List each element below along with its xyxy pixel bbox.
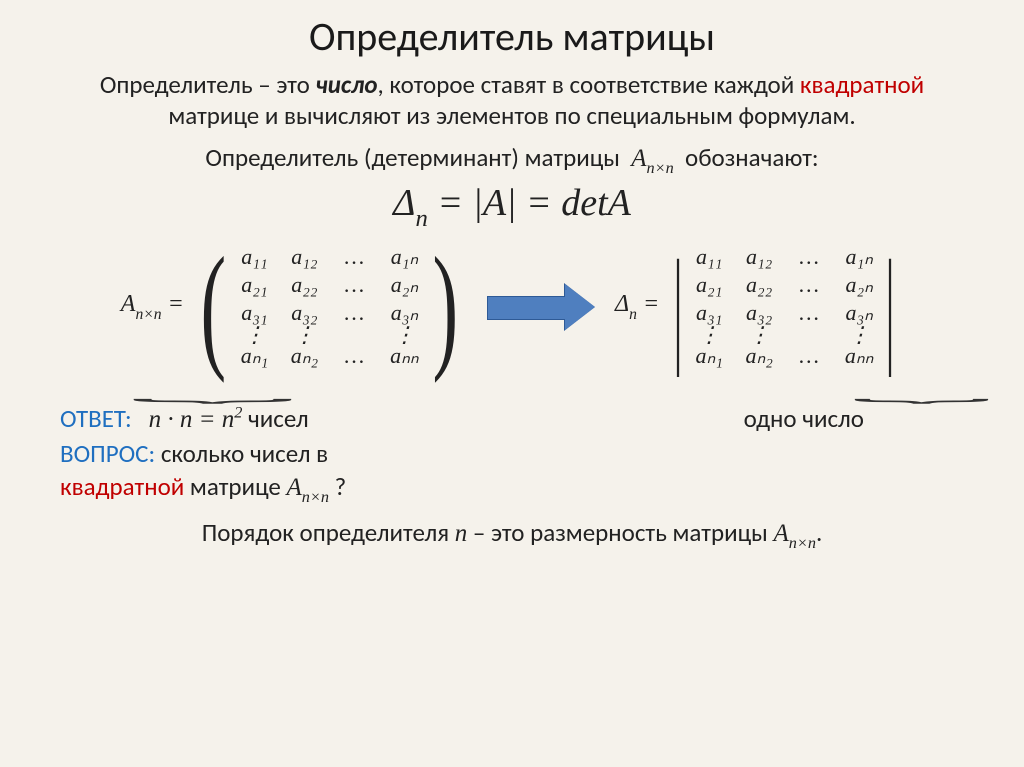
matrix-right-label: Δn = xyxy=(615,291,659,322)
notation-line: Определитель (детерминант) матрицы An×n … xyxy=(40,142,984,177)
intro-text-2: , которое ставят в соответствие каждой xyxy=(378,69,800,100)
matrix-cell: … xyxy=(791,300,827,326)
left-paren-open: ( xyxy=(200,240,226,373)
answer-expr-left: n · n = n xyxy=(149,406,235,433)
formula-delta: Δ xyxy=(393,182,415,224)
matrix-cell: aₙ₁ xyxy=(691,343,727,369)
order-dot: . xyxy=(816,517,822,548)
matrix-cell: a₁₂ xyxy=(286,244,322,270)
order-n: n xyxy=(455,520,468,547)
formula-delta-sub: n xyxy=(415,205,427,232)
formula-equals: = |A| = detA xyxy=(428,182,631,224)
order-symbol: An×n xyxy=(773,520,816,547)
matrix-right-grid: a₁₁a₁₂…a₁ₙa₂₁a₂₂…a₂ₙa₃₁a₃₂…a₃ₙ⋮⋮ ⋮aₙ₁aₙ₂… xyxy=(691,244,877,369)
notation-symbol-sub: n×n xyxy=(647,159,674,177)
matrix-left-label-sub: n×n xyxy=(135,306,161,323)
matrix-cell: … xyxy=(336,272,372,298)
matrix-cell: a₂₁ xyxy=(691,272,727,298)
notation-symbol: An×n xyxy=(631,145,674,172)
matrix-cell: aₙₙ xyxy=(386,343,422,369)
matrix-cell: aₙ₁ xyxy=(236,343,272,369)
matrix-cell: … xyxy=(791,244,827,270)
question-mark: ? xyxy=(329,471,346,502)
matrix-cell: a₂ₙ xyxy=(386,272,422,298)
order-part2: – это размерность матрицы xyxy=(467,517,773,548)
matrix-cell: a₁ₙ xyxy=(386,244,422,270)
slide-title: Определитель матрицы xyxy=(40,12,984,61)
intro-text-3: матрице и вычисляют из элементов по спец… xyxy=(168,100,855,131)
matrix-cell: … xyxy=(791,343,827,369)
answer-label: ОТВЕТ: xyxy=(60,403,132,434)
notation-suffix: обозначают: xyxy=(685,142,819,173)
question-symbol: An×n xyxy=(286,474,329,501)
one-number-label: одно число xyxy=(744,403,864,434)
matrix-cell: aₙₙ xyxy=(841,343,877,369)
order-line: Порядок определителя n – это размерность… xyxy=(40,517,984,552)
matrix-cell: ⋮ xyxy=(741,328,777,341)
order-sym-base: A xyxy=(773,520,788,547)
question-text-1: сколько чисел в xyxy=(155,438,328,469)
question-sym-base: A xyxy=(286,474,301,501)
matrix-cell: … xyxy=(336,244,372,270)
matrix-cell: ⋮ xyxy=(286,328,322,341)
main-formula: Δn = |A| = detA xyxy=(40,181,984,231)
matrix-left-grid: a₁₁a₁₂…a₁ₙa₂₁a₂₂…a₂ₙa₃₁a₃₂…a₃ₙ⋮⋮ ⋮aₙ₁aₙ₂… xyxy=(236,244,422,369)
question-line: ВОПРОС: сколько чисел в квадратной матри… xyxy=(40,438,984,507)
order-part1: Порядок определителя xyxy=(202,517,455,548)
matrix-cell: a₂₁ xyxy=(236,272,272,298)
question-text-2: матрице xyxy=(184,471,286,502)
matrix-cell: aₙ₂ xyxy=(741,343,777,369)
brace-left-icon: ⏟ xyxy=(131,379,295,403)
intro-bold-word: число xyxy=(316,69,378,100)
question-sym-sub: n×n xyxy=(302,488,329,506)
answer-col: ОТВЕТ: n · n = n2 чисел xyxy=(60,403,309,434)
matrix-cell xyxy=(791,328,827,341)
matrix-cell: a₁ₙ xyxy=(841,244,877,270)
matrix-cell: a₁₁ xyxy=(691,244,727,270)
question-red-word: квадратной xyxy=(60,471,184,502)
matrix-cell: … xyxy=(336,300,372,326)
matrix-cell: ⋮ xyxy=(841,328,877,341)
matrix-cell: aₙ₂ xyxy=(286,343,322,369)
matrix-cell: ⋮ xyxy=(236,328,272,341)
question-label: ВОПРОС: xyxy=(60,438,155,469)
matrix-cell: a₂ₙ xyxy=(841,272,877,298)
answer-expr: n · n = n2 xyxy=(149,406,243,433)
matrix-cell: ⋮ xyxy=(386,328,422,341)
matrix-cell xyxy=(336,328,372,341)
brace-right-icon: ⏟ xyxy=(852,379,991,403)
matrix-cell: a₁₁ xyxy=(236,244,272,270)
arrow-icon xyxy=(487,286,597,328)
notation-prefix: Определитель (детерминант) матрицы xyxy=(205,142,620,173)
intro-red-word: квадратной xyxy=(800,69,924,100)
intro-paragraph: Определитель – это число, которое ставят… xyxy=(62,69,962,132)
left-paren-close: ) xyxy=(433,240,459,373)
matrix-right-label-sub: n xyxy=(629,306,637,323)
slide-container: Определитель матрицы Определитель – это … xyxy=(0,0,1024,562)
matrix-cell: … xyxy=(336,343,372,369)
matrix-left-label: An×n = xyxy=(121,291,184,322)
matrix-right-block: Δn = | a₁₁a₁₂…a₁ₙa₂₁a₂₂…a₂ₙa₃₁a₃₂…a₃ₙ⋮⋮ … xyxy=(615,244,903,369)
answer-expr-tail: чисел xyxy=(242,403,308,434)
matrices-row: An×n = ( a₁₁a₁₂…a₁ₙa₂₁a₂₂…a₂ₙa₃₁a₃₂…a₃ₙ⋮… xyxy=(40,240,984,373)
order-sym-sub: n×n xyxy=(789,534,816,552)
matrix-cell: a₂₂ xyxy=(286,272,322,298)
right-bar-close: | xyxy=(886,245,895,369)
matrix-cell: a₂₂ xyxy=(741,272,777,298)
matrix-cell: a₁₂ xyxy=(741,244,777,270)
intro-text-1: Определитель – это xyxy=(100,69,316,100)
matrix-right-label-base: Δ xyxy=(615,291,629,317)
answer-row: ОТВЕТ: n · n = n2 чисел одно число xyxy=(40,403,984,434)
notation-symbol-base: A xyxy=(631,145,646,172)
matrix-left-block: An×n = ( a₁₁a₁₂…a₁ₙa₂₁a₂₂…a₂ₙa₃₁a₃₂…a₃ₙ⋮… xyxy=(121,240,469,373)
right-bar-open: | xyxy=(674,245,683,369)
matrix-left-label-base: A xyxy=(121,291,136,317)
matrix-cell: … xyxy=(791,272,827,298)
matrix-cell: ⋮ xyxy=(691,328,727,341)
